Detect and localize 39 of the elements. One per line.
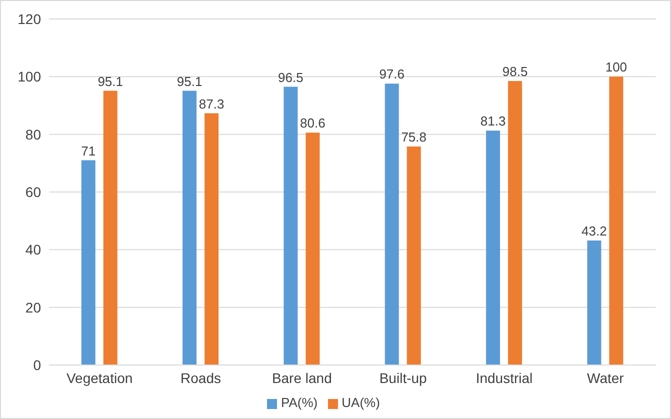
legend-label: UA(%): [342, 395, 380, 410]
x-tick-label: Bare land: [272, 370, 332, 386]
bar: [384, 84, 399, 365]
data-label: 98.5: [502, 64, 528, 79]
bar: [284, 86, 298, 365]
y-tick-label: 20: [25, 299, 42, 316]
x-tick-label: Industrial: [476, 370, 533, 386]
data-label: 97.6: [379, 66, 405, 82]
bar: [306, 132, 320, 365]
x-tick-label: Roads: [180, 370, 221, 386]
data-label: 81.3: [480, 114, 506, 129]
y-tick-label: 120: [18, 10, 42, 27]
data-label: 80.6: [300, 116, 326, 131]
bar: [587, 240, 602, 365]
bar: [81, 160, 96, 365]
bar: [103, 90, 118, 365]
data-label: 87.3: [198, 96, 224, 112]
y-tick-label: 80: [25, 126, 42, 142]
data-label: 71: [81, 143, 96, 158]
x-tick-label: Water: [587, 370, 624, 386]
data-label: 95.1: [176, 74, 202, 89]
data-label: 96.5: [278, 70, 304, 85]
y-tick-label: 60: [25, 184, 42, 200]
bar: [508, 80, 522, 365]
y-tick-label: 0: [33, 356, 42, 373]
x-tick-label: Built-up: [379, 370, 428, 386]
bar: [204, 113, 219, 365]
legend-label: PA(%): [281, 395, 318, 410]
bar: [406, 146, 421, 365]
x-tick-label: Vegetation: [66, 370, 133, 386]
bar: [609, 76, 624, 365]
data-label: 43.2: [582, 223, 607, 238]
data-label: 95.1: [98, 74, 124, 89]
data-label: 75.8: [401, 129, 427, 144]
data-label: 100: [605, 60, 628, 75]
y-tick-label: 40: [25, 242, 42, 258]
y-tick-label: 100: [18, 68, 42, 85]
bar: [182, 90, 197, 365]
bar: [486, 130, 500, 365]
